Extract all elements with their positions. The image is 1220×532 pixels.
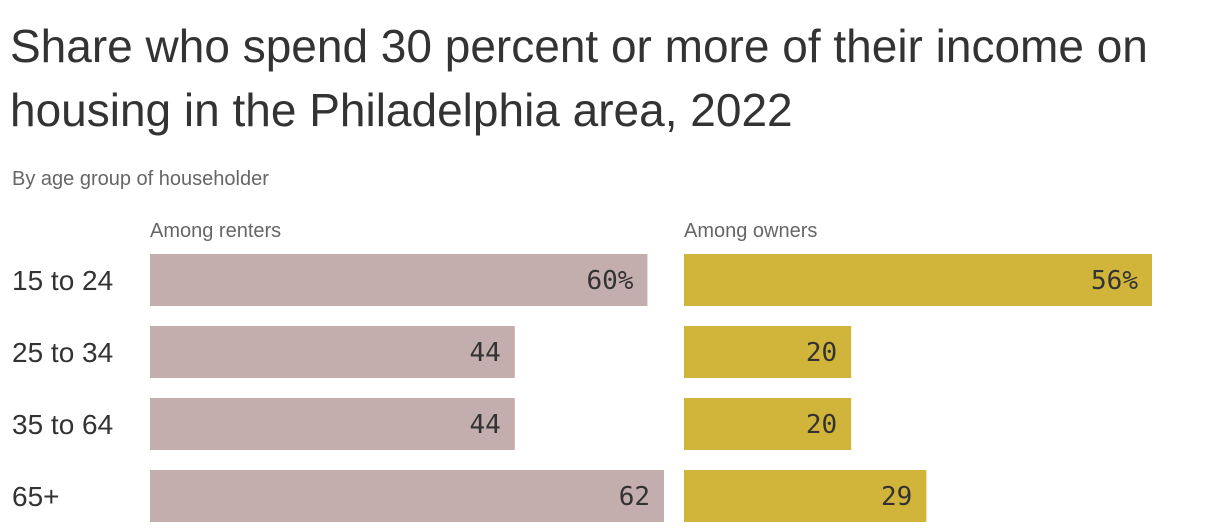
category-label: 15 to 24 [12, 265, 113, 296]
series-label: Among renters [150, 220, 281, 242]
bar [150, 254, 648, 306]
bar [150, 326, 515, 378]
bar [684, 326, 852, 378]
category-label: 65+ [12, 481, 60, 512]
data-label: 20 [806, 338, 837, 368]
data-label: 44 [469, 410, 500, 440]
category-label: 35 to 64 [12, 409, 113, 440]
chart-subtitle: By age group of householder [12, 168, 269, 190]
category-label: 25 to 34 [12, 337, 113, 368]
series-label: Among owners [684, 220, 817, 242]
bar [684, 254, 1152, 306]
data-label: 44 [469, 338, 500, 368]
bar [150, 470, 664, 522]
data-label: 60% [586, 266, 633, 296]
data-label: 20 [806, 410, 837, 440]
bar [684, 470, 927, 522]
chart-title: Share who spend 30 percent or more of th… [10, 20, 1148, 136]
bar [150, 398, 515, 450]
data-label: 62 [619, 482, 650, 512]
data-label: 29 [881, 482, 912, 512]
data-label: 56% [1091, 266, 1138, 296]
bar [684, 398, 852, 450]
